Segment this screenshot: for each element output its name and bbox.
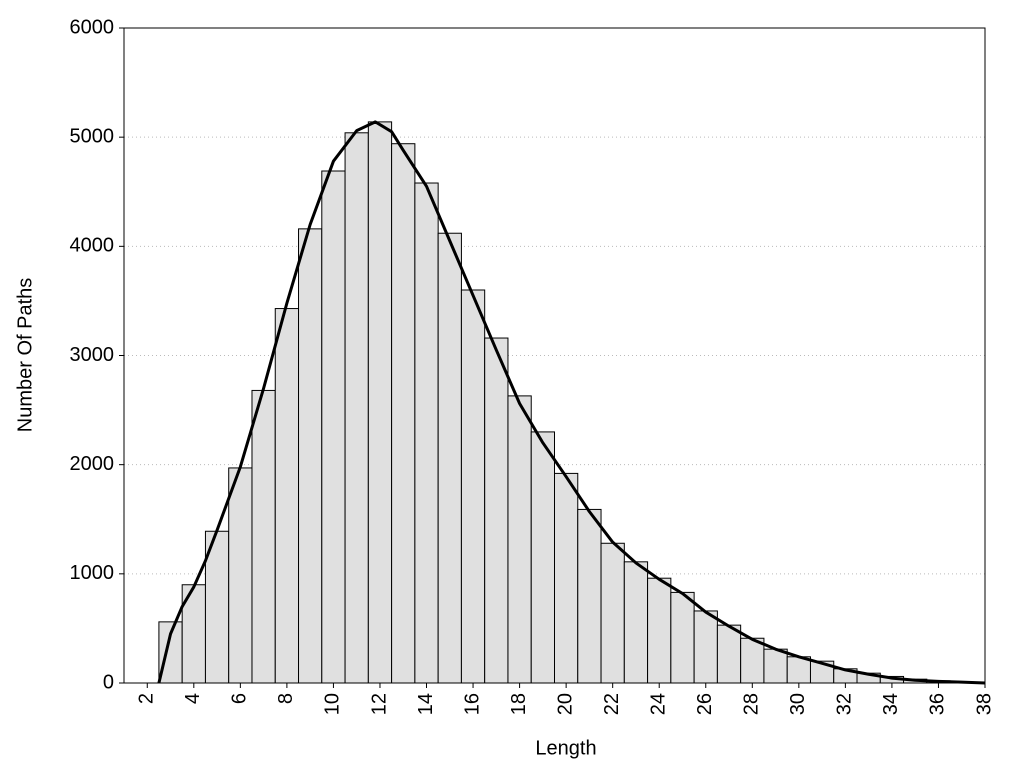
bar bbox=[321, 170, 346, 684]
bar bbox=[367, 121, 393, 684]
bar bbox=[670, 591, 695, 684]
x-axis-label: Length bbox=[535, 737, 596, 759]
bar bbox=[344, 132, 369, 684]
bar bbox=[647, 577, 672, 684]
bar bbox=[251, 389, 276, 684]
y-tick-label: 5000 bbox=[70, 125, 115, 147]
y-tick-label: 3000 bbox=[70, 344, 115, 366]
x-tick-label: 32 bbox=[834, 693, 856, 715]
x-tick-label: 38 bbox=[973, 693, 995, 715]
y-tick-label: 0 bbox=[103, 671, 114, 693]
bar bbox=[414, 182, 439, 684]
x-tick-label: 8 bbox=[275, 693, 297, 704]
bar bbox=[716, 624, 742, 684]
bar bbox=[228, 467, 253, 684]
bar bbox=[274, 308, 300, 684]
plot-frame bbox=[123, 27, 986, 684]
x-tick-label: 28 bbox=[741, 693, 763, 715]
bar bbox=[763, 648, 788, 684]
y-tick-label: 6000 bbox=[70, 16, 115, 38]
y-tick-label: 4000 bbox=[70, 235, 115, 257]
bar bbox=[786, 656, 811, 684]
x-tick-label: 2 bbox=[136, 693, 158, 704]
x-tick-label: 24 bbox=[647, 693, 669, 715]
fit-curve bbox=[157, 120, 986, 685]
bar bbox=[298, 228, 323, 684]
bar bbox=[623, 561, 649, 684]
x-tick-label: 36 bbox=[927, 693, 949, 715]
x-tick-label: 20 bbox=[554, 693, 576, 715]
bar bbox=[577, 508, 602, 684]
y-axis-label: Number Of Paths bbox=[14, 278, 36, 433]
bar bbox=[530, 431, 556, 684]
x-tick-label: 22 bbox=[601, 693, 623, 715]
bar bbox=[391, 143, 416, 684]
x-tick-label: 26 bbox=[694, 693, 716, 715]
x-tick-label: 16 bbox=[461, 693, 483, 715]
y-tick-label: 1000 bbox=[70, 562, 115, 584]
bar bbox=[437, 232, 462, 684]
bar bbox=[554, 472, 579, 684]
x-tick-label: 18 bbox=[508, 693, 530, 715]
bar bbox=[484, 337, 509, 684]
x-tick-label: 4 bbox=[182, 693, 204, 704]
bar bbox=[460, 289, 486, 684]
y-tick-label: 2000 bbox=[70, 453, 115, 475]
x-tick-label: 6 bbox=[229, 693, 251, 704]
bar bbox=[693, 610, 718, 684]
x-tick-label: 12 bbox=[368, 693, 390, 715]
bar bbox=[600, 542, 625, 684]
bar bbox=[740, 637, 765, 684]
x-tick-label: 30 bbox=[787, 693, 809, 715]
bar bbox=[507, 395, 532, 684]
x-tick-label: 34 bbox=[880, 693, 902, 715]
x-tick-label: 10 bbox=[322, 693, 344, 715]
x-tick-label: 14 bbox=[415, 693, 437, 715]
